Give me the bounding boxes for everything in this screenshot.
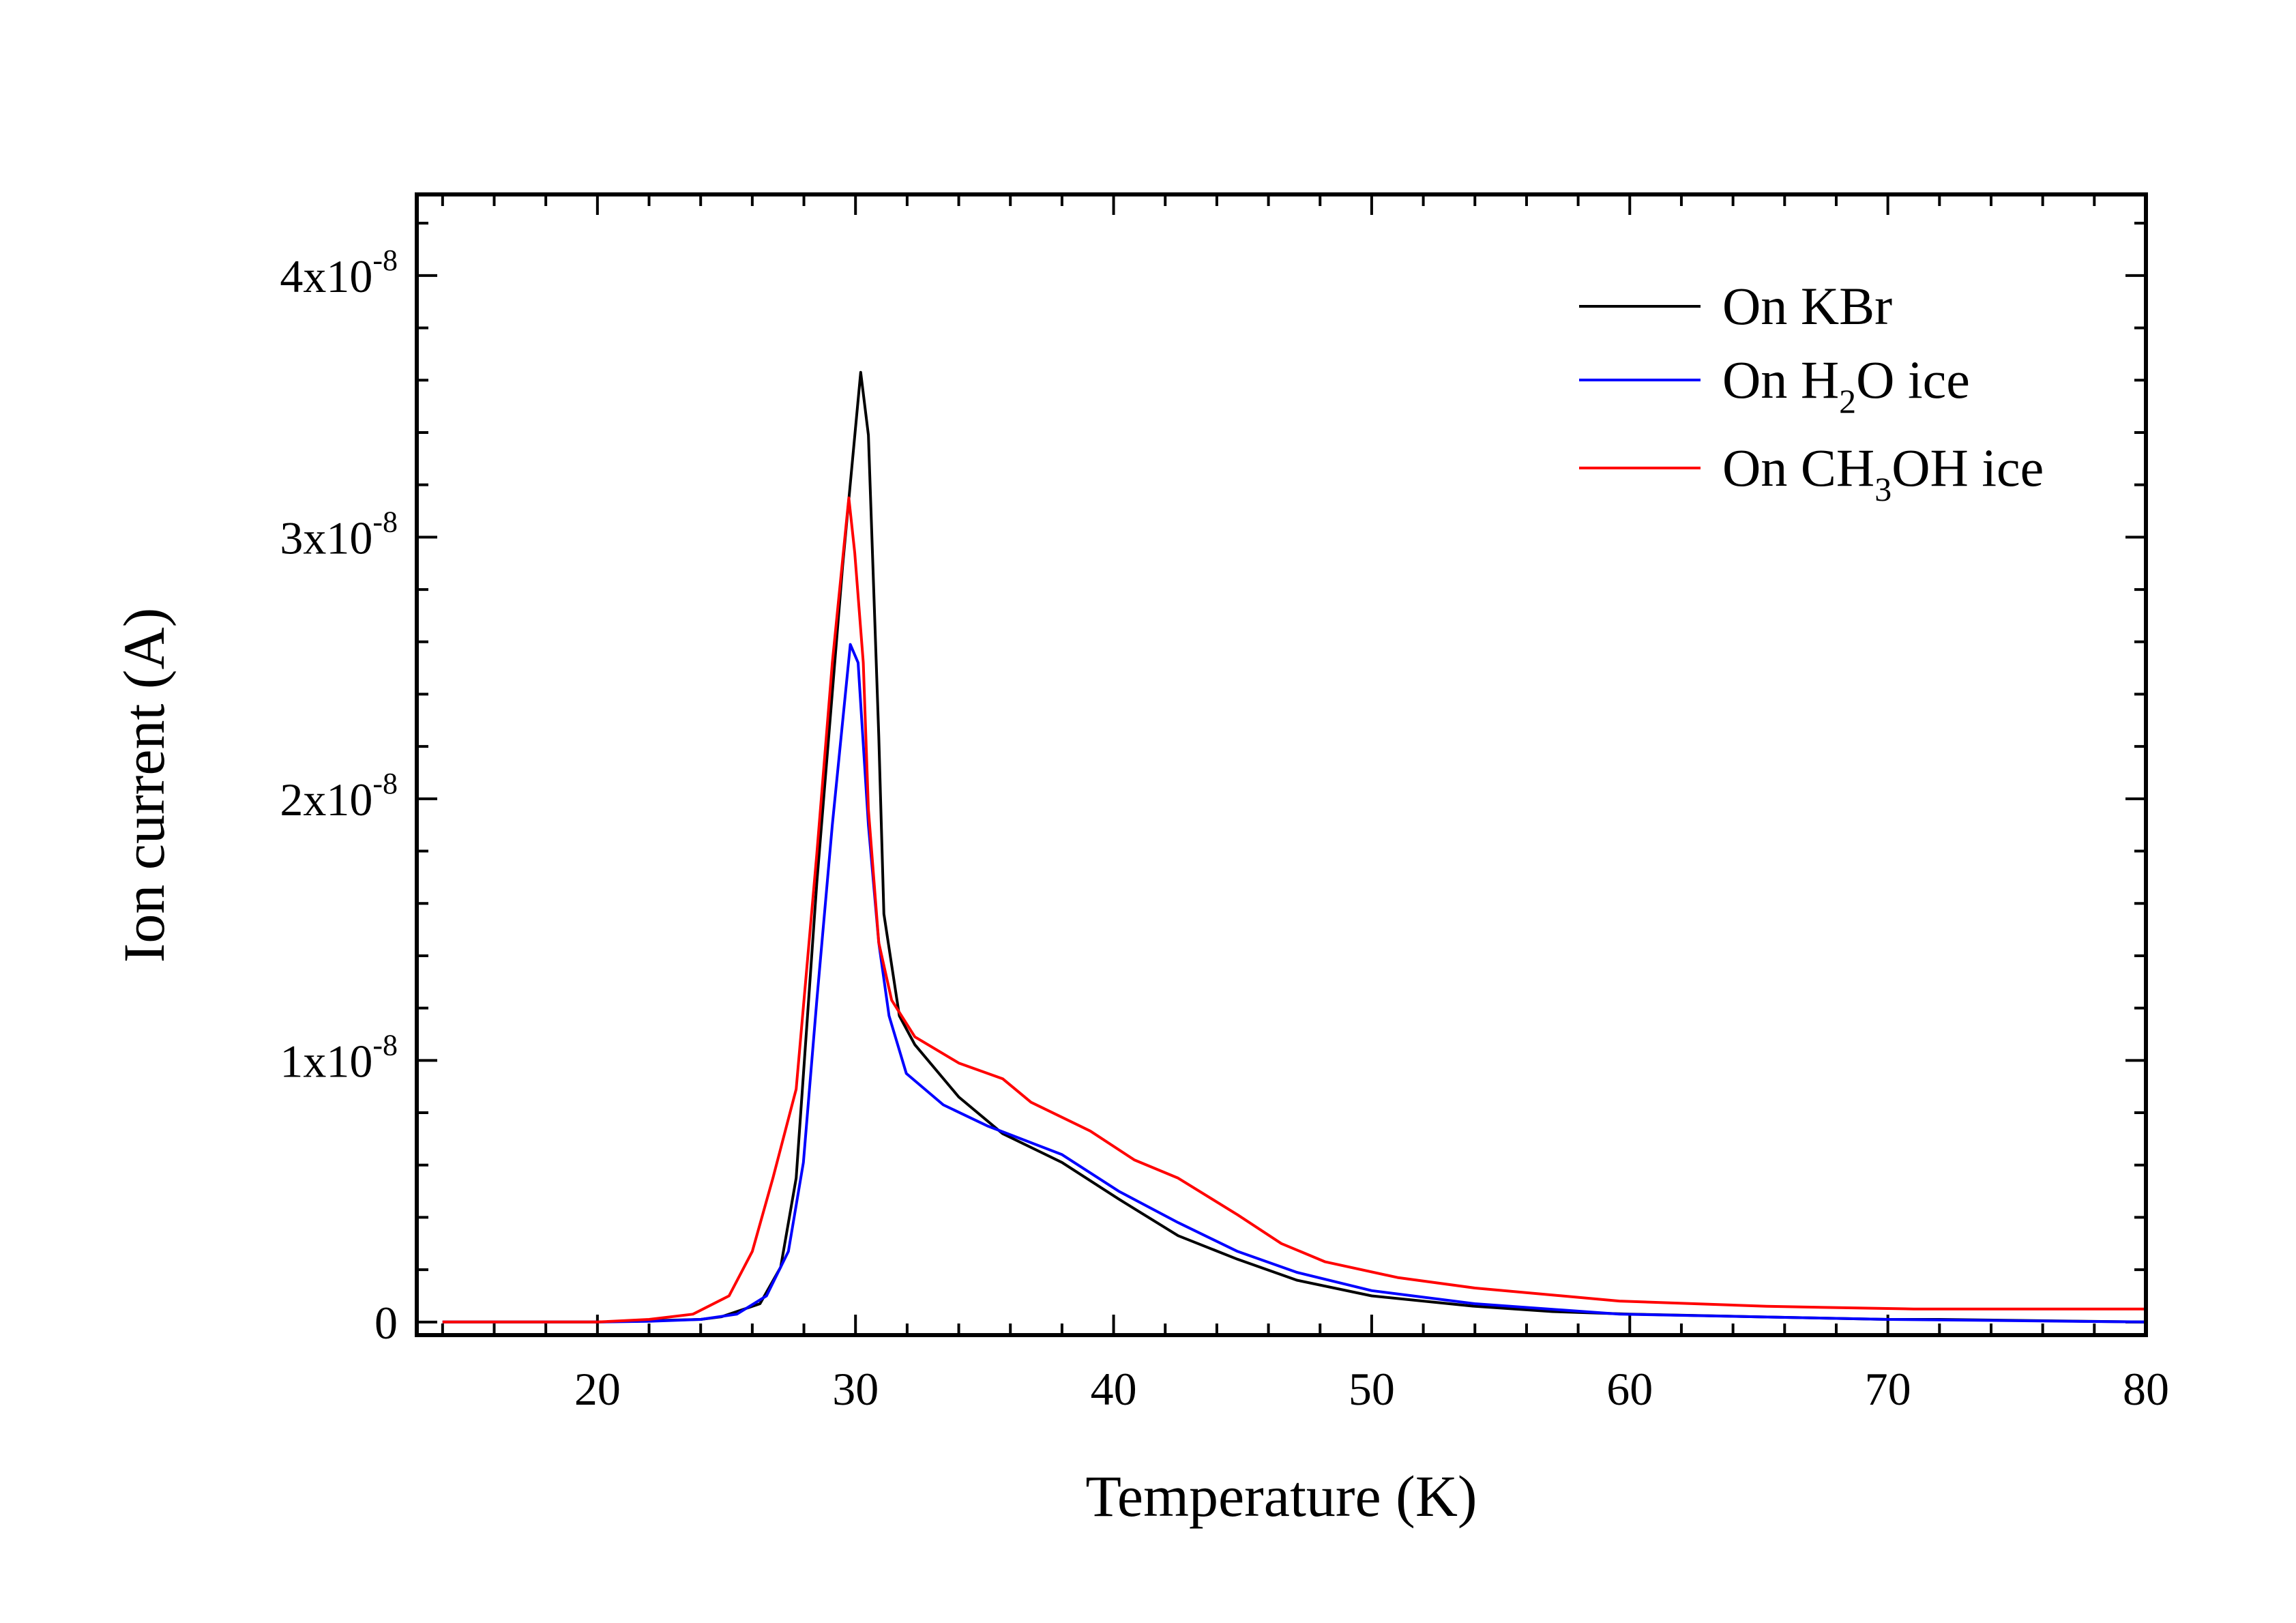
tick-labels: 20 30 40 50 60 70 80 0 1x10-8 2x10-8 3x10-8 4x10-8 xyxy=(280,244,2169,1415)
plot-frame xyxy=(415,192,2148,1337)
series-line-1 xyxy=(442,643,2147,1324)
x-tick-label: 20 xyxy=(574,1363,621,1415)
x-axis-label: Temperature (K) xyxy=(1085,1463,1477,1529)
y-tick-label: 3x10-8 xyxy=(280,505,398,564)
y-tick-label: 1x10-8 xyxy=(280,1028,398,1087)
series-lines xyxy=(442,370,2147,1324)
x-tick-label: 80 xyxy=(2123,1363,2169,1415)
legend-label: On H2O ice xyxy=(1722,350,1970,420)
x-tick-label: 30 xyxy=(832,1363,879,1415)
legend-label: On CH3OH ice xyxy=(1722,438,2044,508)
y-tick-label: 2x10-8 xyxy=(280,767,398,825)
legend: On KBr On H2O ice On CH3OH ice xyxy=(1579,276,2044,508)
series-line-2 xyxy=(442,496,2146,1324)
y-tick-label: 0 xyxy=(374,1297,398,1349)
x-tick-label: 40 xyxy=(1091,1363,1137,1415)
legend-label: On KBr xyxy=(1722,276,1892,336)
x-tick-label: 60 xyxy=(1606,1363,1653,1415)
y-axis-label: Ion current (A) xyxy=(111,608,177,963)
x-tick-label: 70 xyxy=(1865,1363,1911,1415)
series-line-0 xyxy=(442,370,2147,1324)
y-tick-label: 4x10-8 xyxy=(280,244,398,302)
x-tick-label: 50 xyxy=(1349,1363,1395,1415)
